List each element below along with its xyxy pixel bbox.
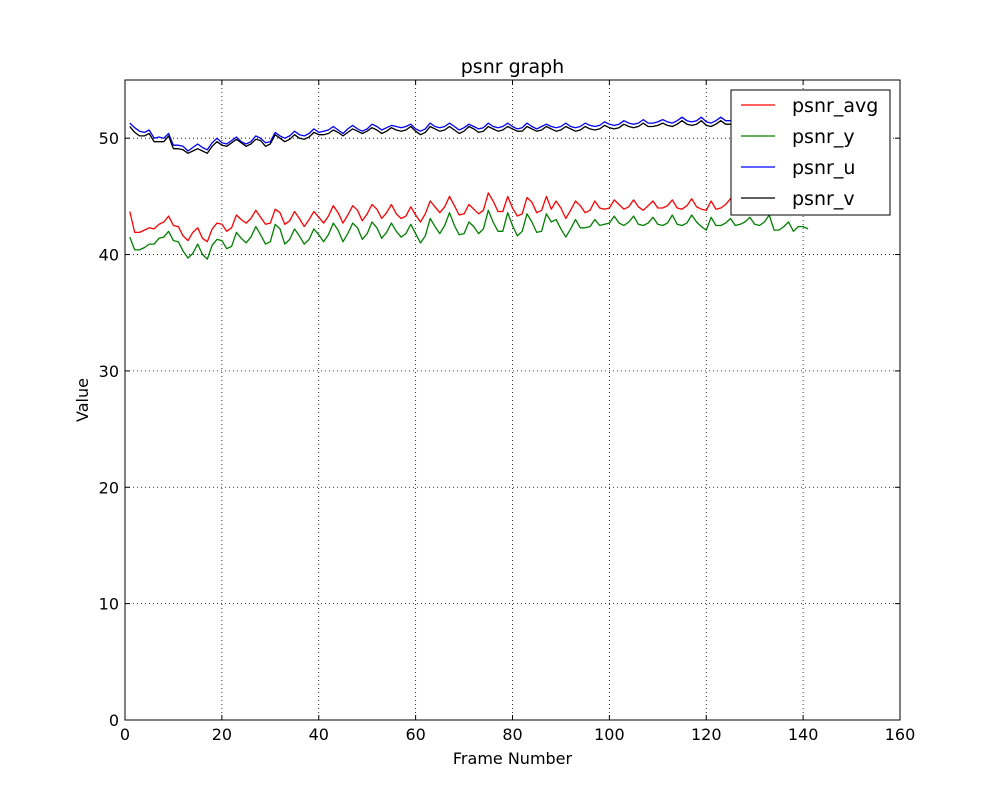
series-lines [129, 116, 809, 260]
x-tick-label: 80 [502, 725, 522, 744]
y-tick-label: 20 [99, 478, 119, 497]
x-tick-label: 40 [309, 725, 329, 744]
axis-ticks: 0 20 40 60 80 100 120 140 160 0 10 20 30 40 50 [99, 80, 916, 744]
y-tick-label: 40 [99, 246, 119, 265]
x-tick-label: 120 [691, 725, 722, 744]
x-tick-label: 0 [120, 725, 130, 744]
series-line-psnr_u [129, 116, 731, 152]
y-tick-label: 50 [99, 129, 119, 148]
legend-label-psnr_avg: psnr_avg [792, 95, 878, 117]
legend-label-psnr_v: psnr_v [792, 188, 855, 210]
y-tick-label: 30 [99, 362, 119, 381]
chart-title: psnr graph [461, 56, 564, 78]
legend-box [730, 89, 891, 216]
y-tick-label: 10 [99, 595, 119, 614]
y-tick-label: 0 [109, 711, 119, 730]
x-tick-label: 60 [405, 725, 425, 744]
series-line-psnr_y [129, 209, 809, 260]
x-axis-title: Frame Number [453, 749, 573, 768]
series-line-psnr_v [129, 120, 731, 154]
legend-label-psnr_u: psnr_u [792, 157, 855, 179]
x-tick-label: 20 [212, 725, 232, 744]
y-axis-title: Value [73, 378, 92, 422]
series-line-psnr_avg [129, 192, 809, 243]
grid-lines [125, 80, 900, 720]
legend-label-psnr_y: psnr_y [792, 126, 855, 148]
x-tick-label: 140 [788, 725, 819, 744]
legend: psnr_avg psnr_y psnr_u psnr_v [730, 89, 891, 216]
x-tick-label: 160 [885, 725, 916, 744]
x-tick-label: 100 [594, 725, 625, 744]
